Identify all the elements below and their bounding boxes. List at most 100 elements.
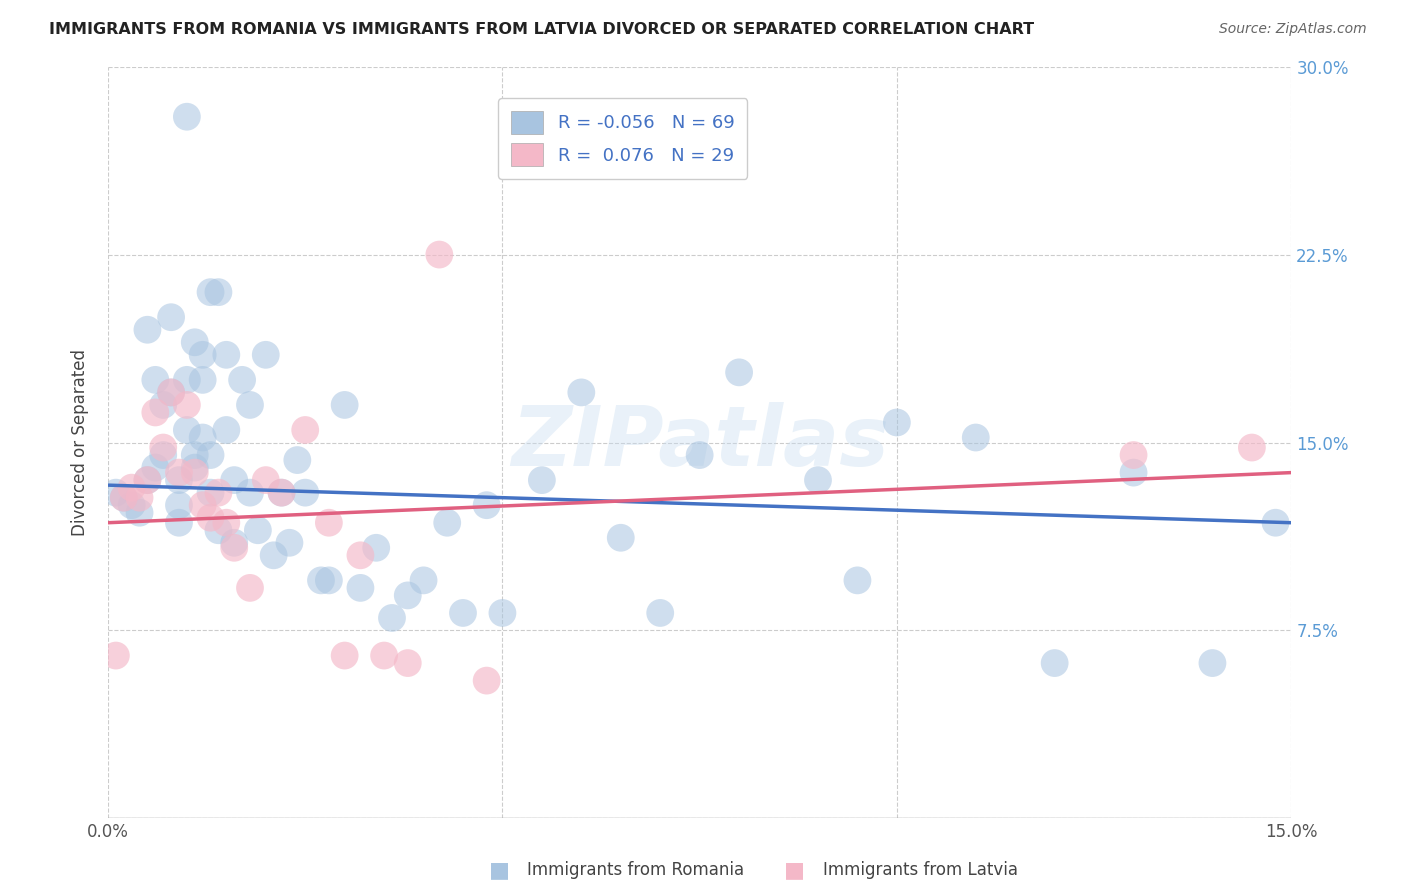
Y-axis label: Divorced or Separated: Divorced or Separated [72,349,89,536]
Point [215,516,238,530]
Point [160,310,183,325]
Text: Immigrants from Romania: Immigrants from Romania [527,861,744,879]
Point [184,466,207,480]
Point [491,606,513,620]
Point [224,535,246,549]
Point [254,348,277,362]
Point [191,498,214,512]
Point [136,473,159,487]
Point [530,473,553,487]
Point [231,373,253,387]
Point [152,448,174,462]
Point [246,523,269,537]
Point [167,516,190,530]
Point [239,581,262,595]
Point [176,423,198,437]
Point [254,473,277,487]
Point [965,430,987,444]
Point [689,448,711,462]
Point [263,549,285,563]
Point [294,485,316,500]
Point [270,485,292,500]
Point [475,498,498,512]
Point [349,549,371,563]
Point [176,398,198,412]
Point [333,648,356,663]
Point [207,485,229,500]
Point [176,373,198,387]
Point [184,460,207,475]
Point [349,581,371,595]
Point [366,541,388,555]
Point [846,574,869,588]
Point [569,385,592,400]
Text: Immigrants from Latvia: Immigrants from Latvia [823,861,1018,879]
Point [128,506,150,520]
Point [104,485,127,500]
Point [184,335,207,350]
Point [1264,516,1286,530]
Point [191,430,214,444]
Point [184,448,207,462]
Point [239,398,262,412]
Point [427,247,450,261]
Point [200,448,222,462]
Point [412,574,434,588]
Text: Source: ZipAtlas.com: Source: ZipAtlas.com [1219,22,1367,37]
Point [152,398,174,412]
Point [121,481,143,495]
Point [309,574,332,588]
Point [112,491,135,505]
Point [1201,656,1223,670]
Point [436,516,458,530]
Point [373,648,395,663]
Point [396,588,419,602]
Point [285,453,308,467]
Point [167,466,190,480]
Point [451,606,474,620]
Point [294,423,316,437]
Point [1043,656,1066,670]
Point [728,365,751,379]
Point [381,611,404,625]
Point [1122,448,1144,462]
Legend: R = -0.056   N = 69, R =  0.076   N = 29: R = -0.056 N = 69, R = 0.076 N = 29 [498,98,747,179]
Point [136,323,159,337]
Point [610,531,633,545]
Point [160,385,183,400]
Point [143,405,166,419]
Point [191,373,214,387]
Point [121,498,143,512]
Point [224,541,246,555]
Point [104,648,127,663]
Point [650,606,672,620]
Point [318,516,340,530]
Point [200,510,222,524]
Text: ■: ■ [489,860,509,880]
Point [239,485,262,500]
Point [200,485,222,500]
Point [224,473,246,487]
Point [807,473,830,487]
Point [270,485,292,500]
Point [152,441,174,455]
Point [333,398,356,412]
Point [475,673,498,688]
Point [200,285,222,300]
Point [207,285,229,300]
Point [176,110,198,124]
Text: ■: ■ [785,860,804,880]
Point [1240,441,1263,455]
Point [136,473,159,487]
Point [143,373,166,387]
Point [396,656,419,670]
Point [167,498,190,512]
Point [1122,466,1144,480]
Text: ZIPatlas: ZIPatlas [510,402,889,483]
Point [215,348,238,362]
Text: IMMIGRANTS FROM ROMANIA VS IMMIGRANTS FROM LATVIA DIVORCED OR SEPARATED CORRELAT: IMMIGRANTS FROM ROMANIA VS IMMIGRANTS FR… [49,22,1035,37]
Point [128,491,150,505]
Point [215,423,238,437]
Point [191,348,214,362]
Point [318,574,340,588]
